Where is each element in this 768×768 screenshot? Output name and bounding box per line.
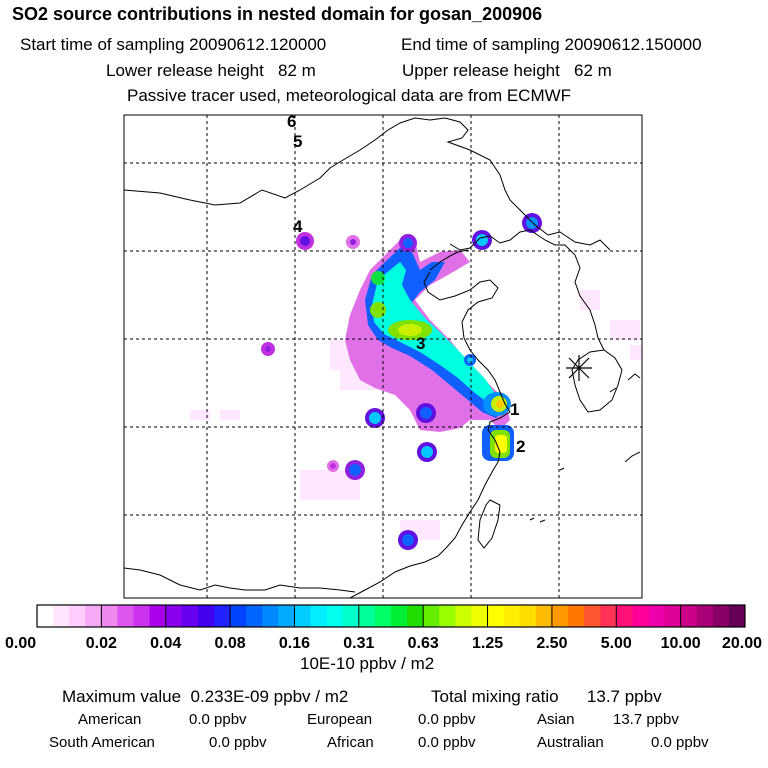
colorbar-tick-label: 0.02 — [86, 635, 117, 652]
lower-height-line: Lower release height 82 m — [106, 62, 316, 79]
receptor-star-icon — [566, 355, 592, 381]
colorbar-tick-label: 0.31 — [343, 635, 374, 652]
point-source-core — [403, 238, 413, 248]
point-source-core — [265, 346, 271, 352]
colorbar-units: 10E-10 ppbv / m2 — [300, 654, 435, 673]
source-contribution-map: 1 2 3 4 5 6 — [123, 112, 643, 599]
colorbar-tick-label: 10.00 — [661, 635, 701, 652]
point-source-core — [467, 357, 473, 363]
plume-faint-patch — [220, 410, 240, 420]
tracer-note: Passive tracer used, meteorological data… — [127, 86, 572, 105]
region-european-name: European — [307, 711, 373, 728]
site-marker-5: 5 — [293, 132, 302, 151]
site-marker-2: 2 — [516, 437, 525, 456]
site-marker-1: 1 — [510, 400, 519, 419]
map-frame — [123, 114, 643, 599]
site-marker-6: 6 — [287, 112, 296, 131]
site-marker-4: 4 — [293, 217, 303, 236]
region-australian-name: Australian — [537, 734, 604, 751]
colorbar-tick-label: 0.00 — [5, 635, 36, 652]
max-value-line: Maximum value 0.233E-09 ppbv / m2 — [62, 688, 348, 705]
plume-faint-patch — [580, 290, 600, 310]
colorbar-tick-label: 2.50 — [536, 635, 567, 652]
page-title: SO2 source contributions in nested domai… — [12, 4, 543, 24]
lower-height-label: Lower release height — [106, 61, 264, 80]
plume-layer — [190, 213, 642, 550]
upper-height-label: Upper release height — [402, 61, 560, 80]
region-american-name: American — [78, 711, 142, 728]
point-source-core — [421, 446, 433, 458]
plume-hotspot — [371, 271, 385, 285]
start-time-line: Start time of sampling 20090612.120000 — [20, 36, 326, 53]
point-source-core — [402, 534, 414, 546]
site-marker-3: 3 — [416, 334, 425, 353]
region-south-american-name: South American — [49, 734, 155, 751]
grid-lines — [124, 115, 642, 598]
lower-height-value: 82 m — [278, 61, 316, 80]
colorbar-tick-label: 0.63 — [408, 635, 439, 652]
colorbar-tick-label: 0.16 — [279, 635, 310, 652]
region-european-value: 0.0 ppbv — [418, 711, 476, 728]
point-source-core — [420, 407, 432, 419]
start-time-label: Start time of sampling — [20, 35, 185, 54]
region-asian-value: 13.7 ppbv — [613, 711, 679, 728]
plume-faint-patch — [190, 410, 210, 420]
point-source-core — [369, 412, 381, 424]
total-label: Total mixing ratio — [431, 687, 559, 706]
point-source-core — [350, 239, 356, 245]
region-african-name: African — [327, 734, 374, 751]
start-time-value: 20090612.120000 — [189, 35, 327, 54]
point-source-core — [330, 463, 336, 469]
plume-hotspot — [370, 302, 386, 318]
upper-height-line: Upper release height 62 m — [402, 62, 612, 79]
max-value: 0.233E-09 ppbv / m2 — [190, 687, 349, 706]
total-mixing-line: Total mixing ratio 13.7 ppbv — [431, 688, 662, 705]
end-time-label: End time of sampling — [401, 35, 560, 54]
colorbar-tick-label: 5.00 — [601, 635, 632, 652]
end-time-value: 20090612.150000 — [564, 35, 702, 54]
colorbar-tick-label: 0.08 — [215, 635, 246, 652]
plume-hotspot — [398, 324, 422, 336]
colorbar-tick-label: 0.04 — [150, 635, 181, 652]
plume-faint-patch — [610, 320, 640, 340]
coastlines — [124, 117, 641, 598]
point-source-core — [300, 236, 310, 246]
upper-height-value: 62 m — [574, 61, 612, 80]
plume-site-1 — [496, 400, 504, 408]
region-asian-name: Asian — [537, 711, 575, 728]
colorbar-tick-label: 20.00 — [722, 635, 762, 652]
colorbar-tick-label: 1.25 — [472, 635, 503, 652]
region-australian-value: 0.0 ppbv — [651, 734, 709, 751]
plume-core-cyan — [372, 262, 496, 404]
max-label: Maximum value — [62, 687, 182, 706]
region-american-value: 0.0 ppbv — [189, 711, 247, 728]
point-source-core — [526, 217, 538, 229]
plume-faint-patch — [630, 345, 642, 360]
region-south-american-value: 0.0 ppbv — [209, 734, 267, 751]
end-time-line: End time of sampling 20090612.150000 — [401, 36, 702, 53]
total-value: 13.7 ppbv — [586, 687, 662, 706]
point-source-core — [349, 464, 361, 476]
region-african-value: 0.0 ppbv — [418, 734, 476, 751]
